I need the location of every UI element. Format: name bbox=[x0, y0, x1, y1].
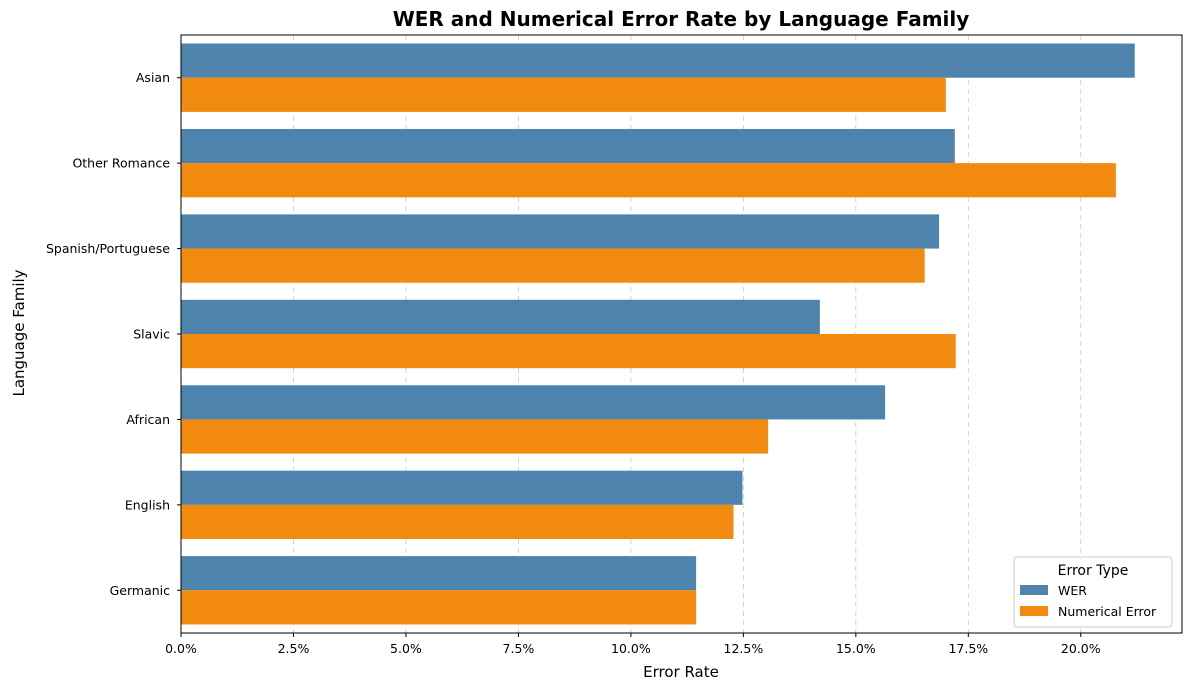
legend-swatch-wer bbox=[1020, 585, 1048, 595]
y-ticks: Asian Other Romance Spanish/Portuguese Slav… bbox=[46, 70, 181, 598]
bar-numerical-error-english bbox=[181, 504, 734, 540]
x-tick-label: 2.5% bbox=[278, 641, 310, 656]
bar-numerical-error-germanic bbox=[181, 590, 697, 625]
bar-wer-spanish-portuguese bbox=[181, 214, 940, 249]
x-tick-label: 17.5% bbox=[948, 641, 988, 656]
x-axis-label: Error Rate bbox=[643, 663, 719, 681]
bar-wer-english bbox=[181, 470, 743, 505]
y-tick-label: English bbox=[125, 497, 170, 512]
y-tick-label: Slavic bbox=[133, 327, 170, 342]
bar-wer-other-romance bbox=[181, 128, 955, 164]
y-tick-label: Asian bbox=[136, 70, 170, 85]
x-ticks: 0.0% 2.5% 5.0% 7.5% 10.0% 12.5% 15.0% 17.5% 20.0… bbox=[165, 633, 1101, 656]
bar-wer-germanic bbox=[181, 556, 697, 591]
x-tick-label: 7.5% bbox=[503, 641, 535, 656]
x-tick-label: 15.0% bbox=[836, 641, 876, 656]
bars bbox=[181, 43, 1135, 625]
bar-numerical-error-asian bbox=[181, 77, 946, 112]
chart-title: WER and Numerical Error Rate by Language… bbox=[393, 7, 970, 31]
x-tick-label: 12.5% bbox=[724, 641, 764, 656]
y-tick-label: African bbox=[126, 412, 170, 427]
legend-title: Error Type bbox=[1058, 563, 1129, 579]
legend-swatch-numerical-error bbox=[1020, 606, 1048, 616]
legend-label-wer: WER bbox=[1058, 583, 1087, 598]
bar-numerical-error-other-romance bbox=[181, 163, 1116, 198]
y-tick-label: Other Romance bbox=[72, 156, 170, 171]
bar-numerical-error-african bbox=[181, 419, 769, 454]
legend: Error Type WER Numerical Error bbox=[1013, 556, 1173, 628]
legend-box bbox=[1013, 556, 1173, 628]
x-tick-label: 0.0% bbox=[165, 641, 197, 656]
bar-wer-asian bbox=[181, 43, 1135, 78]
bar-wer-slavic bbox=[181, 299, 820, 334]
y-tick-label: Germanic bbox=[110, 583, 171, 598]
x-tick-label: 10.0% bbox=[611, 641, 651, 656]
bar-numerical-error-slavic bbox=[181, 334, 956, 369]
x-tick-label: 5.0% bbox=[390, 641, 422, 656]
bar-wer-african bbox=[181, 385, 886, 420]
x-tick-label: 20.0% bbox=[1061, 641, 1101, 656]
y-tick-label: Spanish/Portuguese bbox=[46, 241, 170, 256]
y-axis-label: Language Family bbox=[10, 269, 28, 396]
legend-label-numerical-error: Numerical Error bbox=[1058, 604, 1157, 619]
bar-numerical-error-spanish-portuguese bbox=[181, 248, 925, 283]
